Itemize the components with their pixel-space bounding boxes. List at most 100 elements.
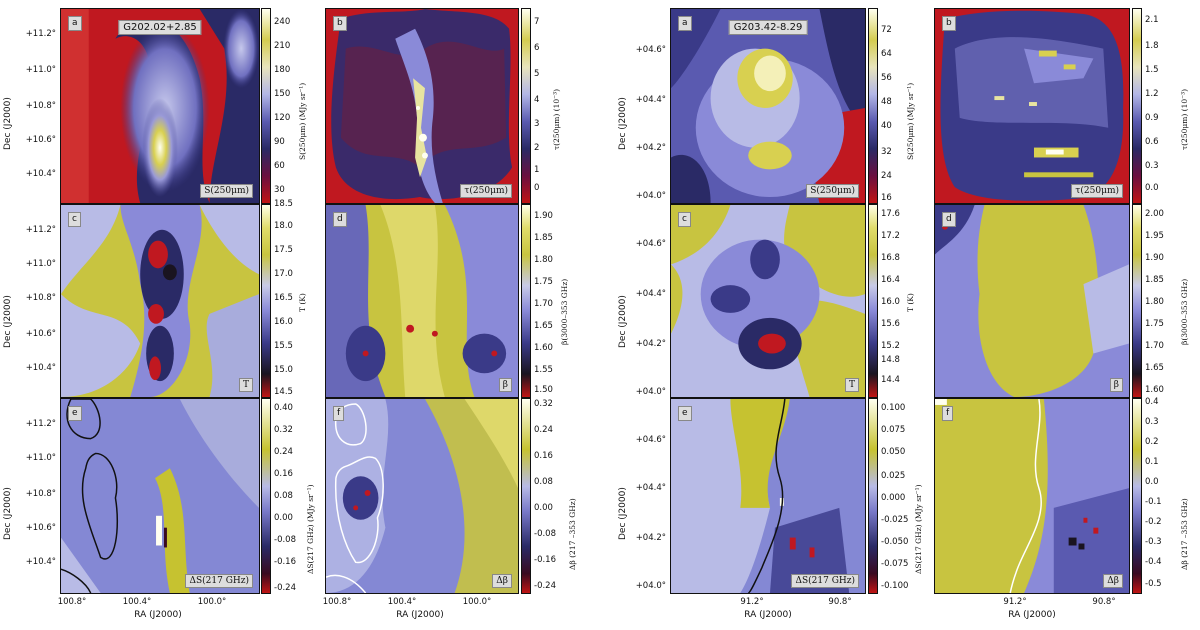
cbar-tick: 240 — [274, 17, 291, 27]
cbar-tick: 0.16 — [534, 451, 553, 461]
panel-letter: f — [942, 406, 954, 421]
dec-tick: +11.0° — [25, 453, 56, 463]
ra-tick: 100.0° — [462, 597, 492, 607]
colorbar-b-right — [1132, 8, 1142, 204]
cbar-tick: 14.5 — [274, 387, 293, 397]
cbar-tick: 1.85 — [1145, 275, 1164, 285]
field-title: G202.02+2.85 — [118, 20, 202, 35]
cbar-tick: 4 — [534, 95, 540, 105]
panel-letter: a — [678, 16, 692, 31]
cbar-tick: 0.9 — [1145, 113, 1159, 123]
cbar-tick: 15.6 — [881, 319, 900, 329]
panel-letter: f — [333, 406, 345, 421]
cbar-tick: 180 — [274, 65, 291, 75]
ra-tick: 100.0° — [197, 597, 227, 607]
colorbar-e-right — [868, 398, 878, 594]
cbar-tick: 14.8 — [881, 355, 900, 365]
cbar-tick: 16.0 — [274, 317, 293, 327]
dec-tick: +10.4° — [25, 169, 56, 179]
cbar-tick: 1.55 — [534, 365, 553, 375]
dec-tick: +10.8° — [25, 293, 56, 303]
cbar-label: S(250μm) (MJy sr⁻¹) — [906, 82, 915, 160]
cbar-tick: 56 — [881, 73, 892, 83]
cbar-tick: -0.2 — [1145, 517, 1162, 527]
cbar-label: S(250μm) (MJy sr⁻¹) — [298, 82, 307, 160]
cbar-label: τ(250μm) (10⁻³) — [1180, 88, 1189, 150]
cbar-tick: 0.40 — [274, 403, 293, 413]
map-panel-f-right: f Δβ — [934, 398, 1130, 594]
dec-tick: +04.4° — [635, 95, 666, 105]
dec-tick: +11.2° — [25, 29, 56, 39]
panel-letter: e — [68, 406, 82, 421]
colorbar-d-right — [1132, 204, 1142, 398]
cbar-tick: 1.85 — [534, 233, 553, 243]
map-panel-f-left: f Δβ — [325, 398, 519, 594]
cbar-label: ΔS(217 GHz) (MJy sr⁻¹) — [914, 484, 923, 574]
cbar-tick: 0.025 — [881, 471, 906, 481]
dec-tick: +04.6° — [635, 435, 666, 445]
cbar-tick: -0.1 — [1145, 497, 1162, 507]
cbar-tick: 17.2 — [881, 231, 900, 241]
colorbar-a-right — [868, 8, 878, 204]
map-panel-b-left: b τ(250μm) — [325, 8, 519, 204]
cbar-tick: 3 — [534, 119, 540, 129]
panel-letter: a — [68, 16, 82, 31]
panel-badge: τ(250μm) — [460, 184, 512, 198]
map-panel-b-right: b τ(250μm) — [934, 8, 1130, 204]
cbar-tick: 1.2 — [1145, 89, 1159, 99]
cbar-tick: 1.65 — [1145, 363, 1164, 373]
cbar-tick: 0.2 — [1145, 437, 1159, 447]
dec-tick: +10.6° — [25, 523, 56, 533]
cbar-tick: -0.24 — [534, 581, 556, 591]
cbar-tick: 1.90 — [1145, 253, 1164, 263]
panel-letter: e — [678, 406, 692, 421]
ra-axis-label: RA (J2000) — [744, 610, 792, 620]
ra-tick: 90.8° — [828, 597, 852, 607]
map-panel-e-left: e ΔS(217 GHz) — [60, 398, 260, 594]
cbar-tick: 150 — [274, 89, 291, 99]
cbar-tick: 2.1 — [1145, 15, 1159, 25]
map-panel-e-right: e ΔS(217 GHz) — [670, 398, 866, 594]
cbar-tick: 15.5 — [274, 341, 293, 351]
cbar-tick: 1.80 — [1145, 297, 1164, 307]
cbar-tick: -0.08 — [534, 529, 556, 539]
cbar-tick: 1.50 — [534, 385, 553, 395]
delta-beta-map-image — [326, 399, 518, 593]
panel-badge: β — [1109, 378, 1123, 392]
cbar-tick: 0.050 — [881, 447, 906, 457]
cbar-tick: 120 — [274, 113, 291, 123]
dec-tick: +11.2° — [25, 419, 56, 429]
cbar-tick: -0.5 — [1145, 579, 1162, 589]
cbar-tick: -0.24 — [274, 583, 296, 593]
colorbar-b-left — [521, 8, 531, 204]
cbar-tick: -0.050 — [881, 537, 909, 547]
cbar-tick: 0.075 — [881, 425, 906, 435]
cbar-tick: 0.0 — [1145, 183, 1159, 193]
cbar-tick: 16.5 — [274, 293, 293, 303]
field-title: G203.42-8.29 — [728, 20, 808, 35]
dec-tick: +04.0° — [635, 191, 666, 201]
cbar-tick: 1.70 — [534, 299, 553, 309]
ra-tick: 100.4° — [387, 597, 417, 607]
dec-tick: +11.0° — [25, 259, 56, 269]
dec-tick: +04.0° — [635, 387, 666, 397]
cbar-tick: 0 — [534, 183, 540, 193]
cbar-tick: 0.32 — [274, 425, 293, 435]
dec-tick: +04.2° — [635, 339, 666, 349]
cbar-tick: 0.4 — [1145, 397, 1159, 407]
cbar-tick: 60 — [274, 161, 285, 171]
panel-letter: c — [68, 212, 81, 227]
cbar-tick: 2 — [534, 143, 540, 153]
ra-axis-label: RA (J2000) — [396, 610, 444, 620]
dec-tick: +04.2° — [635, 533, 666, 543]
cbar-tick: 0.00 — [274, 513, 293, 523]
panel-badge: T — [238, 378, 253, 392]
dec-axis-label: Dec (J2000) — [3, 487, 13, 540]
dec-axis-label: Dec (J2000) — [618, 487, 628, 540]
cbar-tick: 15.0 — [274, 365, 293, 375]
dec-tick: +04.4° — [635, 483, 666, 493]
cbar-tick: 17.6 — [881, 209, 900, 219]
ra-tick: 100.8° — [322, 597, 352, 607]
panel-badge: Δβ — [492, 574, 512, 588]
delta-beta-map-image — [935, 399, 1129, 593]
